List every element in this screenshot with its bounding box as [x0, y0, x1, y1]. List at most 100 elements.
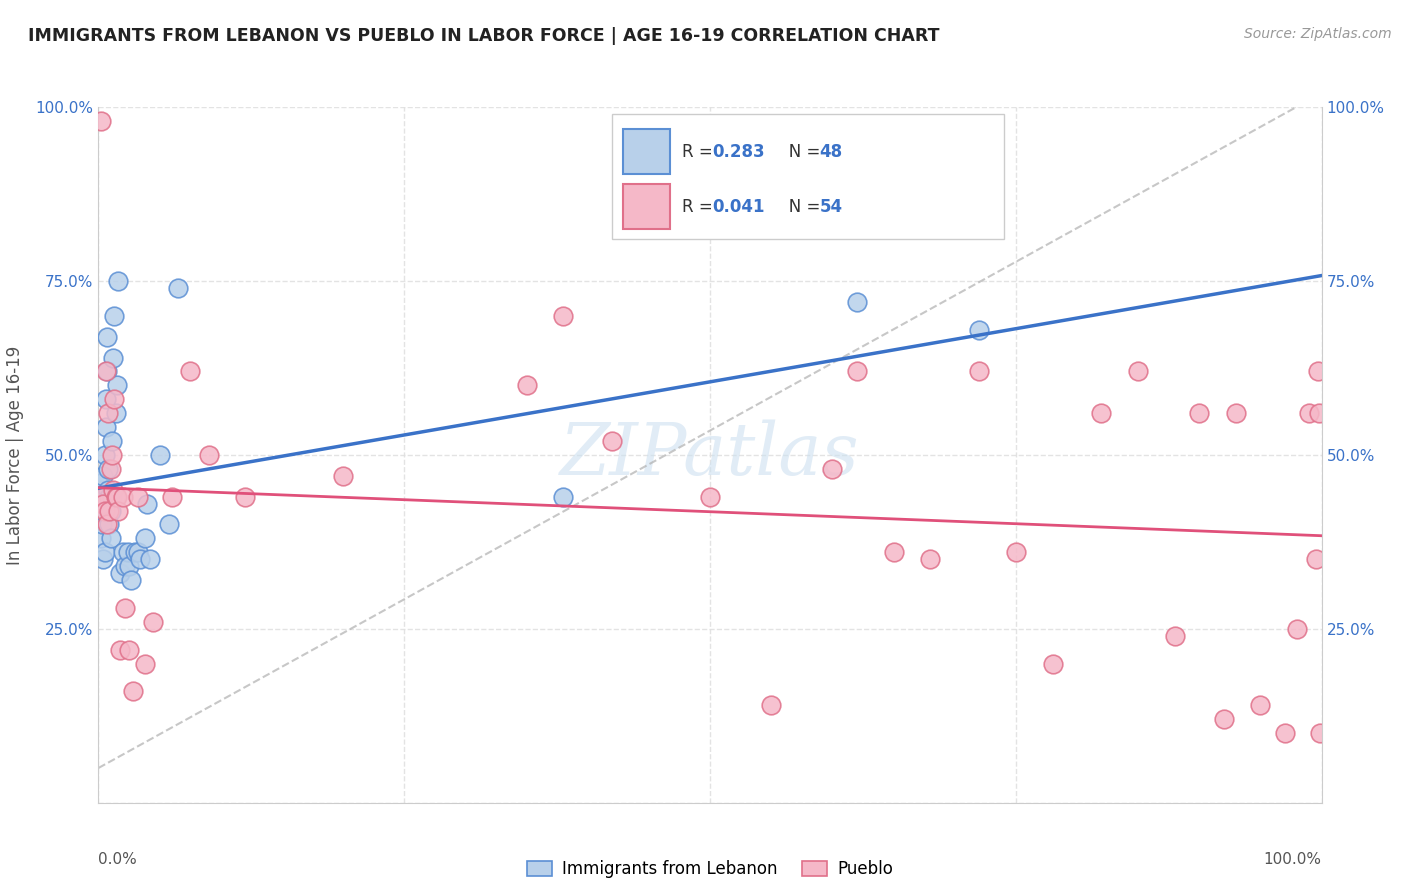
Point	[90, 475, 112, 490]
Point	[107, 503, 129, 517]
Point	[93, 448, 115, 462]
Point	[761, 698, 783, 713]
Point	[117, 545, 139, 559]
Text: 100.0%: 100.0%	[1264, 852, 1322, 866]
Point	[1309, 726, 1331, 740]
Point	[1042, 657, 1064, 671]
Text: IMMIGRANTS FROM LEBANON VS PUEBLO IN LABOR FORCE | AGE 16-19 CORRELATION CHART: IMMIGRANTS FROM LEBANON VS PUEBLO IN LAB…	[28, 27, 939, 45]
Point	[845, 364, 868, 378]
Point	[1212, 712, 1234, 726]
Point	[94, 420, 117, 434]
Point	[105, 490, 128, 504]
Point	[105, 378, 128, 392]
Point	[1274, 726, 1296, 740]
Point	[1225, 406, 1247, 420]
Point	[91, 490, 114, 504]
Point	[121, 684, 143, 698]
Text: Source: ZipAtlas.com: Source: ZipAtlas.com	[1244, 27, 1392, 41]
Point	[96, 364, 118, 378]
Point	[110, 642, 132, 657]
Point	[160, 490, 183, 504]
Text: 48: 48	[820, 143, 842, 161]
Point	[1305, 552, 1327, 566]
Point	[89, 483, 111, 497]
Point	[101, 448, 124, 462]
Point	[118, 642, 141, 657]
Point	[134, 532, 156, 546]
Point	[1249, 698, 1271, 713]
Point	[91, 490, 114, 504]
Point	[699, 490, 721, 504]
Point	[139, 552, 162, 566]
Point	[1188, 406, 1211, 420]
Point	[515, 378, 537, 392]
Point	[104, 490, 127, 504]
Point	[179, 364, 201, 378]
Point	[101, 490, 124, 504]
Point	[124, 545, 146, 559]
Point	[197, 448, 219, 462]
Point	[98, 490, 121, 504]
Point	[100, 532, 122, 546]
Point	[96, 329, 118, 343]
Point	[332, 468, 354, 483]
Text: R =: R =	[682, 143, 717, 161]
Point	[90, 114, 112, 128]
Point	[91, 552, 114, 566]
Point	[136, 497, 159, 511]
Point	[821, 462, 844, 476]
Point	[110, 566, 132, 581]
Point	[98, 517, 121, 532]
Point	[883, 545, 905, 559]
Point	[93, 545, 115, 559]
Point	[97, 406, 120, 420]
Point	[97, 483, 120, 497]
Text: N =: N =	[773, 143, 825, 161]
Point	[967, 364, 990, 378]
Point	[93, 503, 115, 517]
Point	[98, 503, 121, 517]
Point	[111, 490, 134, 504]
Point	[920, 552, 942, 566]
Point	[1306, 364, 1329, 378]
Point	[127, 490, 149, 504]
Point	[129, 552, 152, 566]
Point	[90, 532, 112, 546]
Point	[101, 434, 124, 448]
Point	[127, 545, 149, 559]
Text: 0.283: 0.283	[713, 143, 765, 161]
Legend: Immigrants from Lebanon, Pueblo: Immigrants from Lebanon, Pueblo	[520, 854, 900, 885]
Point	[149, 448, 172, 462]
Point	[553, 490, 575, 504]
Point	[93, 497, 115, 511]
Point	[134, 657, 156, 671]
Point	[104, 406, 127, 420]
Point	[1308, 406, 1330, 420]
Point	[167, 281, 190, 295]
Point	[1164, 629, 1187, 643]
Text: 0.0%: 0.0%	[98, 852, 138, 866]
Text: ZIPatlas: ZIPatlas	[560, 419, 860, 491]
Point	[91, 497, 114, 511]
Point	[967, 323, 990, 337]
Point	[96, 517, 118, 532]
Point	[100, 503, 122, 517]
Point	[94, 364, 117, 378]
Text: R =: R =	[682, 198, 717, 216]
Text: 54: 54	[820, 198, 842, 216]
Point	[1286, 622, 1309, 636]
Point	[157, 517, 180, 532]
Point	[101, 483, 124, 497]
Point	[103, 309, 125, 323]
Point	[553, 309, 575, 323]
Point	[1298, 406, 1320, 420]
Y-axis label: In Labor Force | Age 16-19: In Labor Force | Age 16-19	[7, 345, 24, 565]
Point	[118, 559, 141, 574]
Point	[111, 545, 134, 559]
Point	[120, 573, 142, 587]
Point	[91, 497, 114, 511]
Point	[107, 274, 129, 288]
Text: N =: N =	[773, 198, 825, 216]
Point	[114, 601, 136, 615]
Point	[101, 351, 124, 365]
